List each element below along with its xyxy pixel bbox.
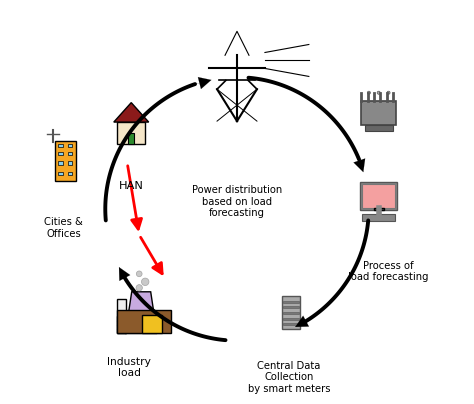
Circle shape — [141, 278, 149, 286]
FancyBboxPatch shape — [118, 320, 126, 325]
FancyBboxPatch shape — [55, 141, 76, 181]
FancyBboxPatch shape — [68, 152, 72, 156]
Text: Cities &
Offices: Cities & Offices — [44, 217, 83, 238]
FancyBboxPatch shape — [283, 301, 299, 303]
FancyBboxPatch shape — [283, 312, 299, 314]
FancyBboxPatch shape — [362, 215, 395, 221]
Text: Process of
load forecasting: Process of load forecasting — [348, 261, 429, 282]
FancyBboxPatch shape — [128, 133, 134, 144]
FancyBboxPatch shape — [360, 182, 397, 210]
FancyBboxPatch shape — [282, 296, 300, 329]
FancyBboxPatch shape — [374, 208, 383, 210]
Text: Industry
load: Industry load — [107, 357, 151, 378]
FancyBboxPatch shape — [58, 144, 63, 147]
FancyBboxPatch shape — [361, 101, 396, 125]
FancyBboxPatch shape — [68, 172, 72, 175]
FancyBboxPatch shape — [68, 162, 72, 165]
Circle shape — [367, 91, 370, 94]
FancyBboxPatch shape — [118, 325, 126, 329]
FancyBboxPatch shape — [365, 125, 393, 131]
FancyBboxPatch shape — [118, 329, 126, 333]
Polygon shape — [114, 103, 149, 122]
Circle shape — [136, 285, 142, 291]
Polygon shape — [118, 311, 172, 333]
Text: HAN: HAN — [119, 181, 144, 191]
Text: Central Data
Collection
by smart meters: Central Data Collection by smart meters — [247, 361, 330, 394]
FancyBboxPatch shape — [283, 318, 299, 320]
FancyBboxPatch shape — [68, 144, 72, 147]
FancyBboxPatch shape — [283, 307, 299, 308]
FancyBboxPatch shape — [58, 152, 63, 156]
FancyBboxPatch shape — [362, 184, 395, 208]
Text: Power distribution
based on load
forecasting: Power distribution based on load forecas… — [192, 185, 282, 218]
Polygon shape — [126, 292, 157, 333]
FancyBboxPatch shape — [58, 162, 63, 165]
FancyBboxPatch shape — [118, 299, 126, 333]
Circle shape — [387, 91, 390, 94]
FancyBboxPatch shape — [142, 315, 162, 333]
FancyBboxPatch shape — [117, 122, 146, 144]
FancyBboxPatch shape — [58, 172, 63, 175]
FancyBboxPatch shape — [283, 323, 299, 325]
FancyBboxPatch shape — [118, 316, 126, 320]
Circle shape — [137, 271, 142, 277]
Circle shape — [377, 91, 380, 94]
